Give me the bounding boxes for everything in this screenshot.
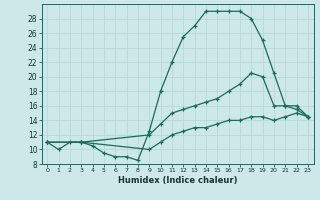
X-axis label: Humidex (Indice chaleur): Humidex (Indice chaleur) — [118, 176, 237, 185]
